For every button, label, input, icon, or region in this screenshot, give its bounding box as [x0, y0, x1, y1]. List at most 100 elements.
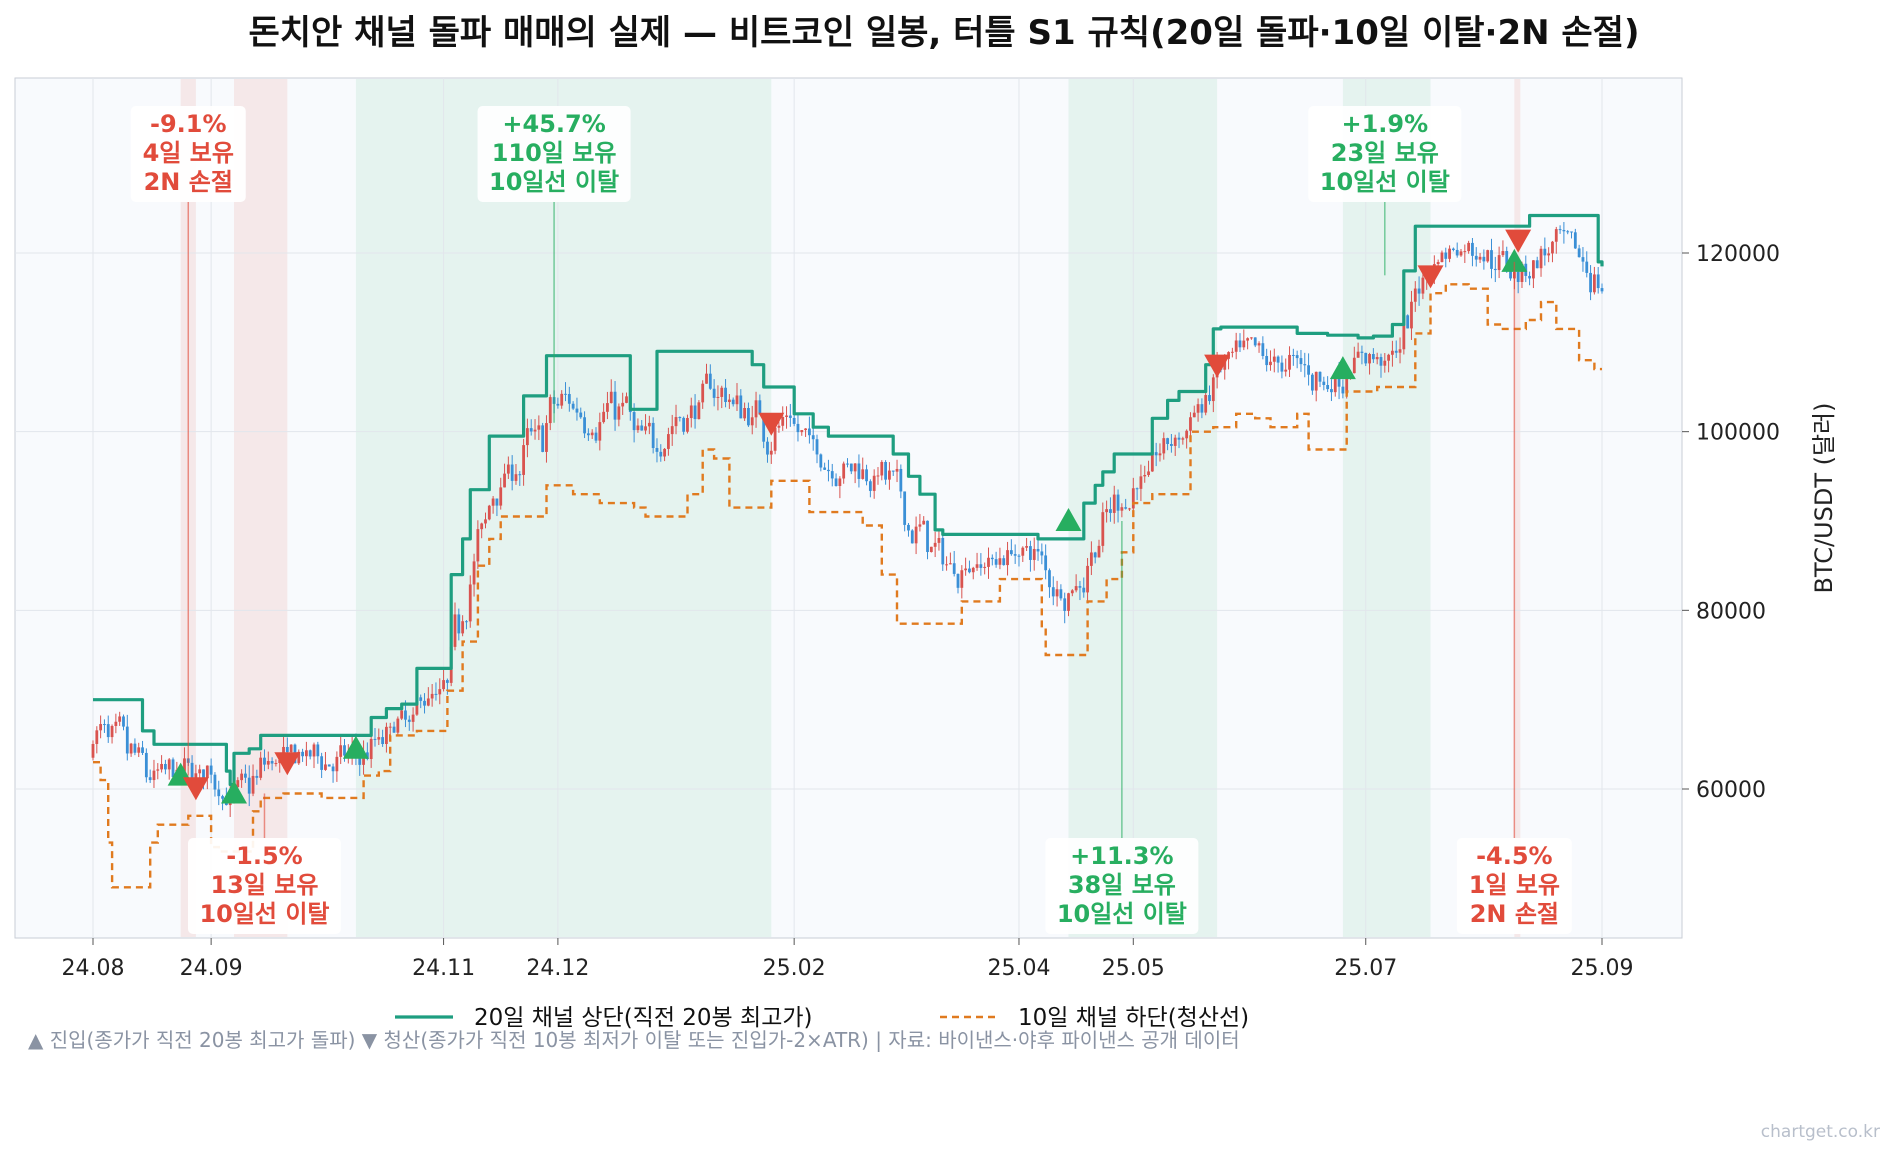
candle-body — [167, 759, 171, 770]
candle-body — [453, 614, 457, 647]
candle-body — [141, 747, 144, 753]
candle-body — [1070, 590, 1074, 594]
candle-body — [99, 724, 103, 731]
candle-body — [1272, 356, 1276, 362]
candle-body — [606, 403, 609, 412]
candle-body — [205, 765, 209, 778]
annotation-label: 1일 보유 — [1469, 871, 1560, 899]
candle-body — [655, 448, 659, 452]
candle-body — [1543, 248, 1547, 256]
candle-body — [484, 519, 487, 524]
candle-body — [876, 475, 880, 477]
candle-body — [564, 393, 567, 395]
candle-body — [575, 408, 579, 413]
candle-body — [663, 448, 666, 457]
candle-body — [1471, 242, 1474, 256]
candle-body — [95, 730, 99, 744]
candle-body — [1238, 340, 1242, 348]
candle-body — [468, 584, 472, 622]
candle-body — [583, 417, 586, 434]
legend-label-lower: 10일 채널 하단(청산선) — [1018, 1005, 1249, 1031]
candle-body — [1257, 343, 1261, 346]
candle-body — [880, 461, 884, 476]
candle-body — [735, 395, 739, 405]
candle-body — [1566, 231, 1570, 233]
candle-body — [365, 752, 369, 760]
candle-body — [777, 425, 781, 428]
x-tick-label: 25.05 — [1102, 956, 1165, 981]
annotation-label: 38일 보유 — [1068, 871, 1176, 899]
plot-area — [14, 77, 1683, 939]
candle-body — [461, 621, 465, 634]
candle-body — [811, 435, 815, 440]
candle-body — [708, 373, 712, 389]
exit-marker — [758, 412, 785, 436]
candle-body — [1067, 593, 1070, 611]
candle-body — [308, 750, 312, 757]
candle-body — [480, 523, 484, 530]
candle-body — [998, 558, 1002, 565]
candle-body — [644, 426, 647, 431]
annotation-label: 2N 손절 — [1470, 900, 1559, 928]
candle-body — [503, 473, 506, 488]
candle-body — [411, 714, 415, 722]
candle-body — [415, 697, 419, 715]
candle-body — [1204, 395, 1208, 413]
footnote: ▲ 진입(종가가 직전 20봉 최고가 돌파) ▼ 청산(종가가 직전 10봉 … — [28, 1028, 1240, 1052]
candle-body — [1284, 369, 1288, 372]
candle-body — [1135, 488, 1139, 490]
candle-body — [491, 498, 495, 506]
candle-body — [1585, 261, 1589, 273]
candle-body — [1303, 364, 1307, 366]
candle-body — [1371, 354, 1375, 360]
candle-body — [103, 724, 106, 726]
candle-body — [1451, 248, 1455, 250]
candle-body — [548, 397, 552, 424]
candle-body — [933, 542, 937, 547]
candle-body — [1379, 357, 1383, 366]
candle-body — [758, 400, 762, 415]
candle-body — [266, 761, 270, 765]
candle-body — [1059, 589, 1063, 599]
exit-marker — [1505, 229, 1532, 253]
annotation-label: 110일 보유 — [492, 139, 617, 167]
candle-body — [659, 451, 663, 457]
candle-body — [1192, 412, 1196, 418]
y-tick-label: 120000 — [1696, 242, 1780, 267]
candle-body — [152, 770, 156, 781]
candle-body — [682, 417, 686, 432]
candle-body — [445, 680, 449, 683]
candle-body — [274, 763, 278, 765]
candle-body — [567, 394, 571, 404]
candle-body — [1398, 349, 1402, 353]
annotation-label: -1.5% — [226, 842, 303, 870]
candle-body — [1482, 256, 1486, 262]
candle-body — [1509, 266, 1512, 279]
annotation-box — [477, 106, 631, 202]
exit-marker — [1417, 265, 1444, 289]
candle-body — [819, 454, 823, 468]
candle-body — [1036, 548, 1040, 552]
candle-body — [118, 716, 122, 722]
candle-body — [910, 530, 914, 544]
exit-marker — [274, 752, 301, 776]
candle-body — [884, 461, 888, 480]
candle-body — [156, 769, 160, 771]
candle-body — [1532, 260, 1535, 279]
candle-body — [617, 406, 621, 420]
candle-body — [834, 478, 838, 487]
candle-body — [1040, 551, 1044, 556]
candle-body — [773, 427, 777, 451]
legend: 20일 채널 상단(직전 20봉 최고가) 10일 채널 하단(청산선) — [395, 1005, 1249, 1031]
candle-body — [1383, 360, 1387, 366]
candle-body — [667, 434, 670, 449]
candle-body — [1006, 550, 1009, 566]
upper-channel-line — [93, 213, 1604, 787]
candle-body — [697, 402, 701, 420]
candle-body — [861, 469, 865, 479]
candle-body — [1009, 550, 1013, 555]
candle-body — [1234, 340, 1238, 352]
candle-body — [948, 563, 952, 565]
candle-body — [316, 744, 320, 757]
